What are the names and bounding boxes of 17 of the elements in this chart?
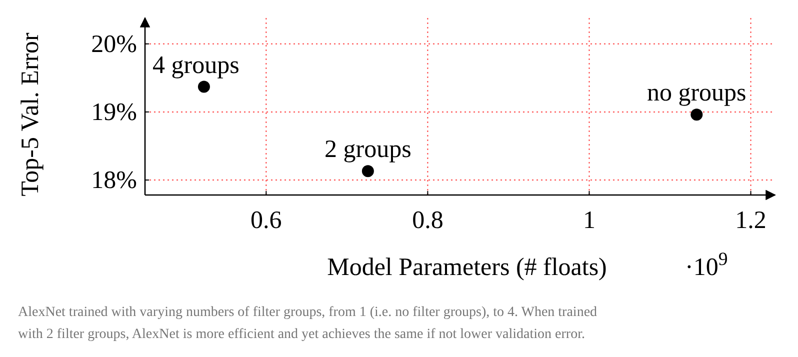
y-tick-label: 18% xyxy=(91,167,137,194)
point xyxy=(198,80,210,93)
series-label: no groups xyxy=(647,80,746,107)
y-axis-title: Top-5 Val. Error xyxy=(17,32,44,196)
point xyxy=(362,165,374,178)
x-tick-label: 1.2 xyxy=(735,207,766,234)
x-axis-title: Model Parameters (# floats) xyxy=(327,254,607,281)
x-tick-label: 0.6 xyxy=(250,207,282,234)
x-tick-label: 0.8 xyxy=(412,207,444,234)
x-tick-label: 1 xyxy=(582,207,596,234)
y-tick-label: 20% xyxy=(91,30,137,58)
y-tick-label: 19% xyxy=(91,98,137,126)
text: ·10$^{9}$ xyxy=(685,248,728,281)
series-label: 2 groups xyxy=(324,136,412,164)
point xyxy=(690,108,703,121)
series-label: 4 groups xyxy=(152,52,240,79)
text: AlexNet trained with varying numbers of filter groups, from 1 (i.e. no filter groups), to 4. When trained with 2 filter groups, AlexNet is more efficient and yet achieves the same if not lower validation error. xyxy=(18,305,598,342)
